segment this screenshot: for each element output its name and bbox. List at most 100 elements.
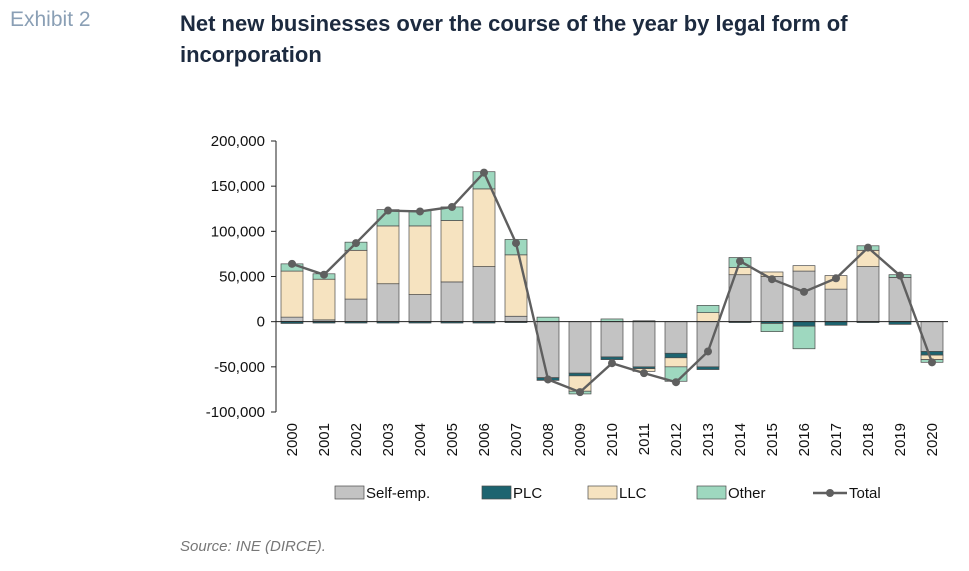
bar-other-2015 (760, 323, 784, 332)
total-point-2002 (352, 239, 360, 248)
y-tick-label: -50,000 (214, 359, 265, 376)
bar-plc-2020 (920, 351, 944, 356)
x-tick-label: 2011 (636, 423, 653, 455)
bar-llc-2000 (280, 270, 304, 318)
bar-selfemp-2005 (440, 281, 464, 323)
bar-llc-2007 (504, 254, 528, 317)
total-point-2019 (896, 271, 904, 280)
legend-label: Total (849, 485, 881, 502)
x-tick-label: 2007 (508, 423, 525, 456)
bar-other-2016 (792, 325, 816, 350)
bar-other-2013 (696, 305, 720, 313)
x-tick-label: 2008 (540, 423, 557, 456)
total-point-2017 (832, 274, 840, 283)
x-tick-label: 2014 (732, 423, 749, 456)
x-tick-label: 2009 (572, 423, 589, 456)
total-point-2007 (512, 239, 520, 248)
total-point-2004 (416, 207, 424, 216)
bar-selfemp-2020 (920, 321, 944, 352)
bar-selfemp-2017 (824, 288, 848, 323)
bar-llc-2003 (376, 225, 400, 285)
bar-selfemp-2004 (408, 294, 432, 323)
legend-label: Self-emp. (366, 485, 430, 502)
total-point-2018 (864, 243, 872, 252)
bar-llc-2001 (312, 278, 336, 321)
legend-label: LLC (619, 485, 647, 502)
x-tick-label: 2004 (412, 423, 429, 456)
total-point-2001 (320, 270, 328, 279)
y-tick-label: 200,000 (211, 133, 265, 150)
x-tick-label: 2000 (284, 423, 301, 456)
bar-selfemp-2007 (504, 315, 528, 323)
bar-llc-2006 (472, 188, 496, 267)
x-tick-label: 2002 (348, 423, 365, 456)
bar-llc-2005 (440, 220, 464, 283)
x-tick-label: 2016 (796, 423, 813, 456)
legend-marker-total (826, 489, 834, 497)
bar-selfemp-2016 (792, 270, 816, 323)
legend-swatch-other (696, 485, 727, 500)
x-tick-label: 2006 (476, 423, 493, 456)
total-point-2016 (800, 287, 808, 296)
y-tick-label: 100,000 (211, 223, 265, 240)
total-point-2009 (576, 388, 584, 397)
bar-selfemp-2018 (856, 266, 880, 323)
x-tick-label: 2019 (892, 423, 909, 456)
bar-selfemp-2003 (376, 283, 400, 323)
bar-selfemp-2011 (632, 321, 656, 368)
bar-plc-2012 (664, 352, 688, 359)
bar-llc-2004 (408, 225, 432, 295)
bar-llc-2012 (664, 357, 688, 368)
total-point-2014 (736, 257, 744, 266)
y-tick-label: 150,000 (211, 178, 265, 195)
legend-swatch-selfemp (334, 485, 365, 500)
bar-plc-2016 (792, 321, 816, 327)
y-tick-label: 0 (257, 314, 265, 331)
bar-selfemp-2006 (472, 266, 496, 323)
bar-selfemp-2009 (568, 321, 592, 374)
x-tick-label: 2001 (316, 423, 333, 456)
x-tick-label: 2018 (860, 423, 877, 456)
total-point-2000 (288, 259, 296, 268)
y-tick-label: 50,000 (219, 269, 265, 286)
bar-plc-2013 (696, 366, 720, 370)
bar-selfemp-2010 (600, 321, 624, 358)
total-point-2010 (608, 359, 616, 368)
x-tick-label: 2003 (380, 423, 397, 456)
total-point-2020 (928, 358, 936, 367)
bar-selfemp-2002 (344, 298, 368, 323)
source-note: Source: INE (DIRCE). (180, 538, 326, 555)
total-point-2013 (704, 347, 712, 356)
x-tick-label: 2010 (604, 423, 621, 456)
x-tick-label: 2012 (668, 423, 685, 456)
bar-selfemp-2012 (664, 321, 688, 354)
legend-label: Other (728, 485, 766, 502)
total-point-2006 (480, 168, 488, 177)
exhibit-label: Exhibit 2 (10, 8, 91, 31)
x-tick-label: 2015 (764, 423, 781, 456)
total-point-2005 (448, 202, 456, 211)
bar-plc-2010 (600, 356, 624, 360)
legend-swatch-plc (481, 485, 512, 500)
bar-llc-2002 (344, 249, 368, 300)
bar-selfemp-2000 (280, 316, 304, 323)
y-tick-label: -100,000 (206, 404, 265, 421)
bar-plc-2017 (824, 321, 848, 326)
bar-other-2008 (536, 316, 560, 323)
bar-plc-2009 (568, 372, 592, 377)
x-tick-label: 2020 (924, 423, 941, 456)
total-point-2015 (768, 275, 776, 284)
x-tick-label: 2017 (828, 423, 845, 456)
bar-llc-2014 (728, 267, 752, 276)
bar-llc-2013 (696, 312, 720, 323)
chart-title: Net new businesses over the course of th… (180, 11, 848, 67)
total-point-2003 (384, 206, 392, 215)
x-tick-label: 2005 (444, 423, 461, 456)
total-point-2011 (640, 369, 648, 378)
x-tick-label: 2013 (700, 423, 717, 456)
bar-llc-2016 (792, 265, 816, 272)
legend-label: PLC (513, 485, 542, 502)
total-point-2012 (672, 378, 680, 387)
total-point-2008 (544, 375, 552, 384)
